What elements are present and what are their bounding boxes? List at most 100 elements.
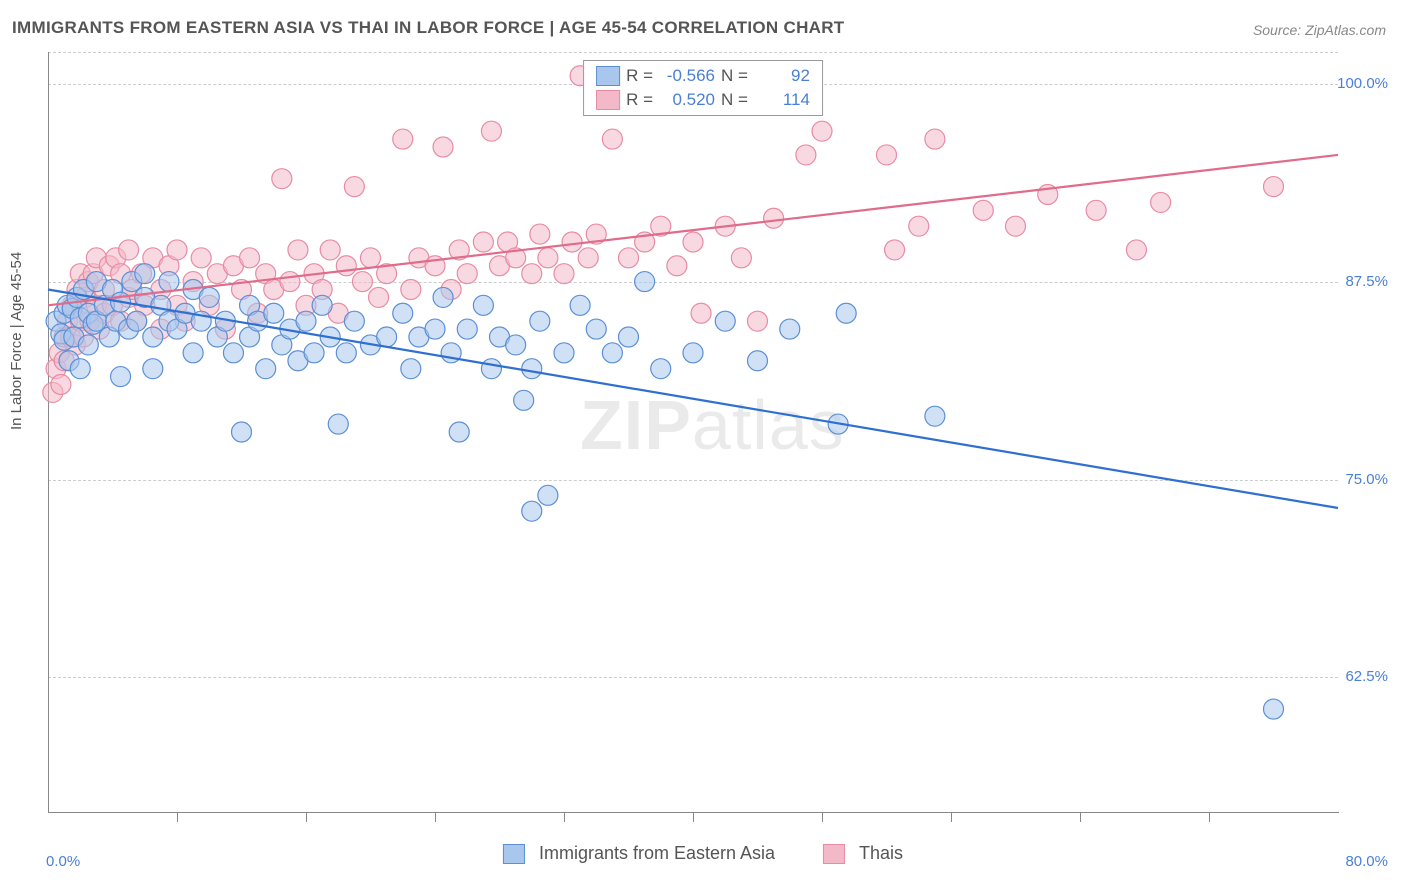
scatter-point bbox=[683, 343, 703, 363]
scatter-point bbox=[619, 327, 639, 347]
scatter-point bbox=[522, 264, 542, 284]
scatter-point bbox=[925, 406, 945, 426]
scatter-point bbox=[506, 335, 526, 355]
legend-swatch-series-2 bbox=[596, 90, 620, 110]
scatter-point bbox=[320, 240, 340, 260]
scatter-point bbox=[885, 240, 905, 260]
scatter-point bbox=[328, 414, 348, 434]
legend-n-label-2: N = bbox=[721, 88, 748, 112]
scatter-point bbox=[578, 248, 598, 268]
scatter-point bbox=[1151, 192, 1171, 212]
legend-swatch-series-1 bbox=[596, 66, 620, 86]
legend-label-bottom-1: Immigrants from Eastern Asia bbox=[539, 843, 775, 864]
scatter-point bbox=[683, 232, 703, 252]
x-tick bbox=[822, 812, 823, 822]
scatter-point bbox=[119, 240, 139, 260]
scatter-point bbox=[135, 264, 155, 284]
scatter-point bbox=[167, 240, 187, 260]
scatter-point bbox=[602, 343, 622, 363]
scatter-point bbox=[361, 248, 381, 268]
scatter-point bbox=[473, 232, 493, 252]
scatter-point bbox=[635, 272, 655, 292]
chart-svg bbox=[48, 52, 1338, 812]
scatter-point bbox=[336, 343, 356, 363]
scatter-point bbox=[336, 256, 356, 276]
scatter-point bbox=[748, 311, 768, 331]
scatter-point bbox=[481, 121, 501, 141]
scatter-point bbox=[159, 272, 179, 292]
scatter-point bbox=[554, 264, 574, 284]
scatter-point bbox=[1086, 200, 1106, 220]
scatter-point bbox=[433, 137, 453, 157]
scatter-point bbox=[562, 232, 582, 252]
scatter-point bbox=[199, 287, 219, 307]
scatter-point bbox=[393, 129, 413, 149]
scatter-point bbox=[909, 216, 929, 236]
scatter-point bbox=[143, 327, 163, 347]
scatter-point bbox=[70, 359, 90, 379]
scatter-point bbox=[530, 311, 550, 331]
scatter-point bbox=[240, 248, 260, 268]
scatter-point bbox=[401, 280, 421, 300]
scatter-point bbox=[352, 272, 372, 292]
scatter-point bbox=[288, 240, 308, 260]
scatter-point bbox=[530, 224, 550, 244]
scatter-point bbox=[143, 359, 163, 379]
scatter-point bbox=[393, 303, 413, 323]
x-tick bbox=[1080, 812, 1081, 822]
legend-row-series-2: R = 0.520 N = 114 bbox=[596, 88, 810, 112]
correlation-legend: R = -0.566 N = 92 R = 0.520 N = 114 bbox=[583, 60, 823, 116]
scatter-point bbox=[973, 200, 993, 220]
scatter-point bbox=[344, 311, 364, 331]
scatter-point bbox=[1264, 177, 1284, 197]
legend-n-value-1: 92 bbox=[754, 64, 810, 88]
scatter-point bbox=[78, 335, 98, 355]
legend-r-label-1: R = bbox=[626, 64, 653, 88]
legend-r-value-2: 0.520 bbox=[659, 88, 715, 112]
legend-n-value-2: 114 bbox=[754, 88, 810, 112]
legend-r-label-2: R = bbox=[626, 88, 653, 112]
scatter-point bbox=[691, 303, 711, 323]
x-tick bbox=[951, 812, 952, 822]
scatter-point bbox=[127, 311, 147, 331]
scatter-point bbox=[812, 121, 832, 141]
legend-swatch-bottom-2 bbox=[823, 844, 845, 864]
scatter-point bbox=[836, 303, 856, 323]
scatter-point bbox=[312, 295, 332, 315]
scatter-point bbox=[522, 501, 542, 521]
scatter-point bbox=[425, 319, 445, 339]
scatter-point bbox=[256, 359, 276, 379]
source-attribution: Source: ZipAtlas.com bbox=[1253, 22, 1386, 38]
scatter-point bbox=[780, 319, 800, 339]
scatter-point bbox=[111, 367, 131, 387]
x-axis-max-label: 80.0% bbox=[1345, 853, 1388, 870]
scatter-point bbox=[183, 343, 203, 363]
scatter-point bbox=[1006, 216, 1026, 236]
scatter-point bbox=[514, 390, 534, 410]
scatter-point bbox=[232, 422, 252, 442]
y-tick-label: 62.5% bbox=[1345, 668, 1388, 685]
x-tick bbox=[435, 812, 436, 822]
scatter-point bbox=[481, 359, 501, 379]
scatter-point bbox=[433, 287, 453, 307]
scatter-point bbox=[651, 359, 671, 379]
scatter-point bbox=[457, 319, 477, 339]
scatter-point bbox=[554, 343, 574, 363]
x-tick bbox=[1209, 812, 1210, 822]
scatter-point bbox=[538, 485, 558, 505]
regression-line bbox=[48, 155, 1338, 305]
scatter-point bbox=[667, 256, 687, 276]
scatter-point bbox=[522, 359, 542, 379]
x-tick bbox=[693, 812, 694, 822]
scatter-point bbox=[796, 145, 816, 165]
source-label: Source: bbox=[1253, 22, 1301, 38]
source-value: ZipAtlas.com bbox=[1305, 22, 1386, 38]
scatter-point bbox=[1126, 240, 1146, 260]
scatter-point bbox=[223, 343, 243, 363]
y-tick-label: 100.0% bbox=[1337, 75, 1388, 92]
scatter-point bbox=[272, 169, 292, 189]
scatter-point bbox=[401, 359, 421, 379]
scatter-point bbox=[731, 248, 751, 268]
scatter-point bbox=[764, 208, 784, 228]
scatter-point bbox=[877, 145, 897, 165]
